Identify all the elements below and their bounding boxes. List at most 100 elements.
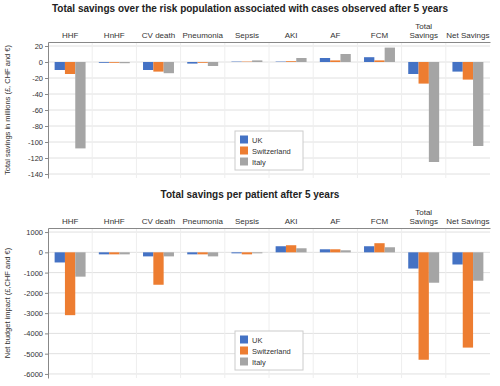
bar xyxy=(164,62,174,73)
y-tick-label: -3000 xyxy=(24,309,43,318)
y-tick: -6000 xyxy=(24,370,48,379)
category-label: Pneumonia xyxy=(182,217,223,226)
bar xyxy=(340,250,350,252)
category-label: AF xyxy=(330,31,340,40)
y-tick: -5000 xyxy=(24,350,48,359)
category-label-line: Sepsis xyxy=(235,217,259,226)
y-tick: -120 xyxy=(28,154,48,163)
category-label: TotalSavings xyxy=(409,208,437,226)
panel: Total savings per patient after 5 years1… xyxy=(3,189,491,379)
legend-entry: Switzerland xyxy=(240,347,291,356)
category-label: Net Savings xyxy=(446,217,489,226)
y-tick-mark xyxy=(45,252,48,253)
legend-swatch xyxy=(240,336,248,344)
y-tick: 20 xyxy=(35,42,48,51)
y-tick-mark xyxy=(45,374,48,375)
y-tick: 0 xyxy=(39,58,48,67)
x-tick: HHF xyxy=(62,31,79,40)
bar xyxy=(143,252,153,256)
separator xyxy=(357,228,358,378)
bar xyxy=(153,62,163,72)
legend-label: Italy xyxy=(252,358,266,367)
bar xyxy=(364,57,374,62)
bar xyxy=(119,252,129,254)
x-tick: Sepsis xyxy=(235,217,259,226)
y-tick-mark xyxy=(45,354,48,355)
bar xyxy=(55,252,65,262)
category-label-line: AKI xyxy=(285,217,298,226)
category-label: FCM xyxy=(371,31,389,40)
category-label: Pneumonia xyxy=(182,31,223,40)
separator xyxy=(92,42,93,178)
x-tick: HHF xyxy=(62,217,79,226)
y-tick: -140 xyxy=(28,170,48,179)
bar xyxy=(208,62,218,66)
category-label-line: Total xyxy=(415,208,432,217)
category-label-line: Pneumonia xyxy=(182,31,223,40)
bar xyxy=(99,62,109,64)
category-label-line: Pneumonia xyxy=(182,217,223,226)
category-label-line: Sepsis xyxy=(235,31,259,40)
category-label: HHF xyxy=(62,31,79,40)
separators xyxy=(92,228,446,378)
category-label-line: AKI xyxy=(285,31,298,40)
bar xyxy=(286,245,296,252)
y-tick: 1000 xyxy=(26,228,48,237)
legend-label: UK xyxy=(252,336,262,345)
y-axis-line xyxy=(48,43,49,179)
bar xyxy=(419,62,429,84)
bar xyxy=(276,246,286,252)
chart-root: Total savings over the risk population a… xyxy=(0,0,500,386)
legend-label: UK xyxy=(252,136,262,145)
legend-entry: Switzerland xyxy=(240,147,291,156)
bar xyxy=(119,62,129,63)
category-label-line: AF xyxy=(330,31,340,40)
y-tick-label: -100 xyxy=(28,138,43,147)
y-tick-mark xyxy=(45,313,48,314)
separator xyxy=(180,228,181,378)
bar xyxy=(187,252,197,254)
legend-swatch xyxy=(240,347,248,355)
y-tick: -4000 xyxy=(24,329,48,338)
y-tick-label: -120 xyxy=(28,154,43,163)
x-tick: HnHF xyxy=(104,31,125,40)
bar xyxy=(408,62,418,74)
legend-swatch xyxy=(240,136,248,144)
x-tick: AF xyxy=(330,31,340,40)
category-label-line: FCM xyxy=(371,31,389,40)
x-axis: HHFHnHFCV deathPneumoniaSepsisAKIAFFCMTo… xyxy=(49,22,491,42)
x-tick: HnHF xyxy=(104,217,125,226)
bar-series xyxy=(55,246,463,268)
legend: UKSwitzerlandItaly xyxy=(235,131,303,170)
y-axis-title: Total savings in millions (£, CHF and €) xyxy=(3,44,12,175)
bar xyxy=(65,62,75,74)
plot-area: 200-20-40-60-80-100-120-140HHFHnHFCV dea… xyxy=(28,22,491,179)
y-tick-label: -2000 xyxy=(24,289,43,298)
separator xyxy=(357,42,358,178)
category-label: HnHF xyxy=(104,31,125,40)
separator xyxy=(92,228,93,378)
category-label-line: CV death xyxy=(142,217,175,226)
bar xyxy=(296,58,306,62)
bar xyxy=(143,62,153,70)
y-tick-mark xyxy=(45,232,48,233)
x-axis-line xyxy=(49,42,491,43)
x-tick: CV death xyxy=(142,31,175,40)
separator xyxy=(445,228,446,378)
y-tick-label: -4000 xyxy=(24,329,43,338)
separator xyxy=(445,42,446,178)
bar xyxy=(231,252,241,253)
y-tick: -1000 xyxy=(24,268,48,277)
separator xyxy=(224,228,225,378)
x-tick: AKI xyxy=(285,217,298,226)
y-tick-mark xyxy=(45,158,48,159)
category-label-line: HHF xyxy=(62,217,79,226)
y-tick-mark xyxy=(45,94,48,95)
plot-area: 10000-1000-2000-3000-4000-5000-6000HHFHn… xyxy=(24,208,491,379)
y-tick-mark xyxy=(45,174,48,175)
y-tick-label: -1000 xyxy=(24,268,43,277)
bar xyxy=(374,60,384,62)
y-tick-mark xyxy=(45,46,48,47)
category-label-line: Net Savings xyxy=(446,31,489,40)
legend-swatch xyxy=(240,358,248,366)
